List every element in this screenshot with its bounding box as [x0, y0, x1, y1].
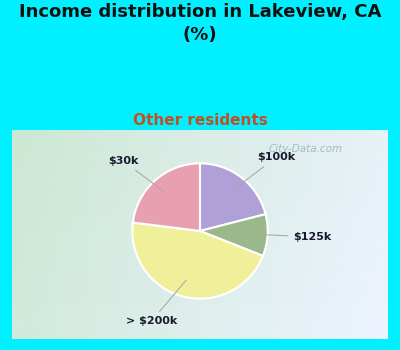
Text: $125k: $125k [252, 232, 332, 242]
Wedge shape [133, 163, 200, 231]
Wedge shape [200, 163, 266, 231]
Text: Income distribution in Lakeview, CA
(%): Income distribution in Lakeview, CA (%) [19, 4, 381, 44]
Text: $30k: $30k [108, 156, 166, 193]
Wedge shape [132, 223, 263, 299]
Text: > $200k: > $200k [126, 280, 186, 327]
Text: Other residents: Other residents [133, 113, 267, 128]
Wedge shape [200, 214, 268, 256]
Text: $100k: $100k [232, 152, 295, 191]
Text: City-Data.com: City-Data.com [268, 144, 342, 154]
